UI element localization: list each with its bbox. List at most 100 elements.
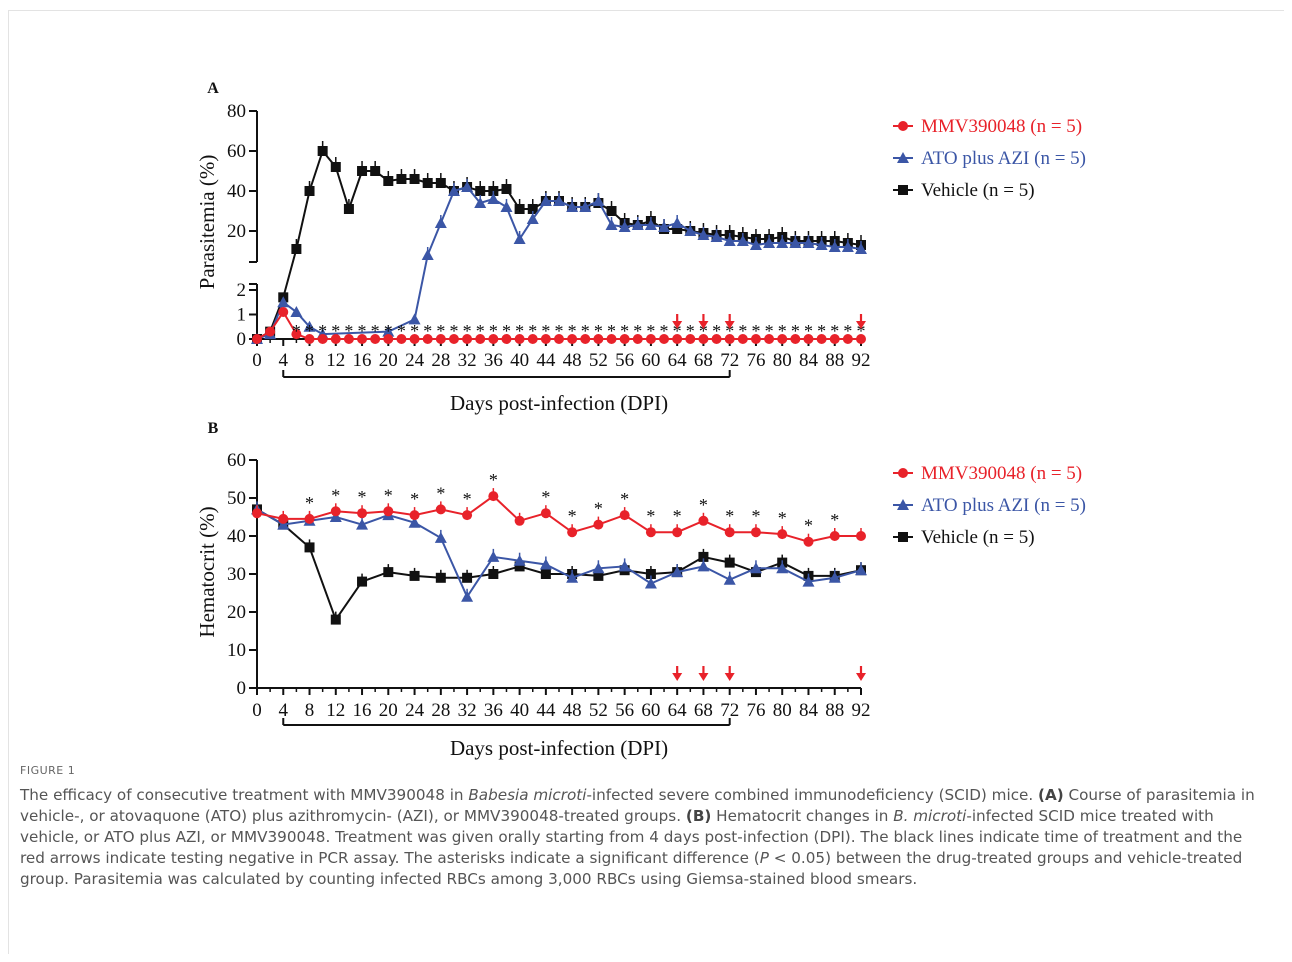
significance-asterisk: *: [436, 483, 445, 503]
y-tick-label: 0: [237, 678, 247, 699]
x-tick-label: 72: [720, 700, 739, 721]
x-tick-label: 40: [510, 700, 529, 721]
significance-asterisk: *: [384, 485, 393, 505]
data-point: [435, 572, 446, 583]
data-point: [645, 527, 656, 538]
y-tick-label: 40: [227, 526, 246, 547]
data-point: [619, 510, 630, 521]
data-point: [409, 334, 420, 344]
significance-asterisk: *: [646, 506, 655, 526]
caption-bold: (B): [685, 807, 712, 825]
data-point: [724, 334, 735, 344]
x-tick-label: 88: [825, 350, 844, 371]
x-tick-label: 20: [379, 350, 398, 371]
data-point: [606, 334, 617, 344]
data-point: [421, 249, 434, 260]
data-point: [659, 334, 670, 344]
significance-asterisk: *: [778, 508, 787, 528]
series-line-2: [256, 508, 862, 622]
significance-asterisk: *: [660, 321, 669, 341]
significance-asterisk: *: [765, 321, 774, 341]
data-point: [724, 557, 735, 568]
data-point: [749, 239, 762, 250]
y-tick-label: 30: [227, 564, 246, 585]
significance-asterisk: *: [817, 321, 826, 341]
x-tick-label: 60: [641, 700, 660, 721]
figure-caption-text: The efficacy of consecutive treatment wi…: [20, 785, 1260, 890]
data-point: [303, 320, 316, 332]
data-point: [540, 334, 551, 344]
data-point: [330, 334, 341, 344]
data-point: [422, 334, 433, 344]
figure-label: FIGURE 1: [20, 764, 76, 777]
data-point: [357, 576, 368, 587]
data-point: [252, 508, 262, 519]
data-point: [329, 511, 342, 522]
significance-asterisk: *: [331, 321, 340, 341]
significance-asterisk: *: [843, 321, 852, 341]
caption-bold: (A): [1038, 786, 1064, 804]
data-point: [697, 560, 710, 572]
data-point: [697, 229, 710, 240]
data-point: [475, 334, 486, 344]
data-point: [672, 527, 683, 538]
data-point: [317, 334, 328, 344]
significance-asterisk: *: [738, 321, 747, 341]
x-tick-label: 4: [279, 700, 289, 721]
pcr-negative-arrow: [672, 321, 683, 329]
significance-asterisk: *: [515, 321, 524, 341]
data-point: [619, 334, 630, 344]
caption-part: Hematocrit changes in: [711, 807, 894, 825]
data-point: [632, 334, 643, 344]
x-tick-label: 52: [589, 350, 608, 371]
significance-asterisk: *: [463, 321, 472, 341]
x-tick-label: 80: [773, 700, 792, 721]
data-point: [435, 334, 446, 344]
data-point: [290, 306, 303, 318]
data-point: [828, 241, 841, 252]
caption-italic: B. microti: [893, 807, 967, 825]
data-point: [672, 334, 683, 344]
data-point: [304, 542, 315, 553]
data-point: [383, 176, 394, 186]
significance-asterisk: *: [594, 321, 603, 341]
data-point: [514, 334, 525, 344]
data-point: [776, 562, 789, 574]
caption-italic: Babesia microti: [468, 786, 587, 804]
data-point: [343, 204, 354, 214]
data-point: [409, 174, 420, 184]
x-tick-label: 0: [252, 350, 262, 371]
data-point: [527, 334, 538, 344]
data-point: [435, 504, 446, 515]
x-tick-label: 64: [668, 700, 688, 721]
data-point: [540, 569, 551, 579]
panel-label-a: A: [207, 80, 219, 97]
significance-asterisk: *: [699, 495, 708, 515]
data-point: [750, 334, 761, 344]
data-point: [462, 510, 473, 521]
data-point: [618, 560, 631, 572]
legend-marker: [898, 532, 908, 542]
data-point: [370, 166, 381, 176]
significance-asterisk: *: [686, 321, 695, 341]
data-point: [777, 334, 788, 344]
significance-asterisk: *: [502, 321, 511, 341]
caption-part: -infected severe combined immunodeficien…: [586, 786, 1039, 804]
y-tick-label: 0: [237, 329, 247, 350]
significance-asterisk: *: [344, 321, 353, 341]
x-tick-label: 76: [746, 700, 765, 721]
significance-asterisk: *: [620, 489, 629, 509]
significance-asterisk: *: [541, 487, 550, 507]
legend-marker: [898, 121, 908, 131]
data-point: [764, 334, 775, 344]
x-tick-label: 0: [252, 700, 262, 721]
x-tick-label: 48: [563, 350, 582, 371]
data-point: [317, 146, 328, 156]
x-tick-label: 28: [431, 700, 450, 721]
x-tick-label: 60: [641, 350, 660, 371]
x-tick-label: 36: [484, 700, 503, 721]
data-point: [644, 219, 657, 230]
